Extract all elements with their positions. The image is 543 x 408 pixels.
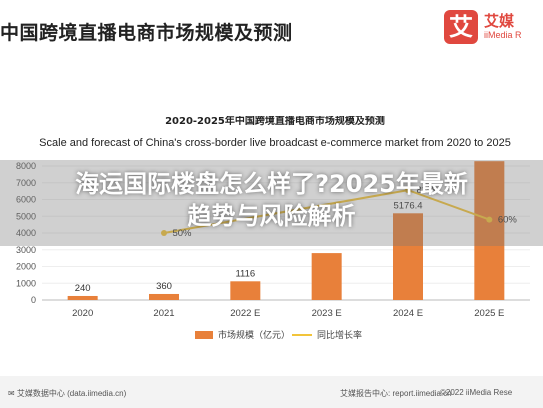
x-tick-label: 2024 E bbox=[393, 308, 423, 319]
bar bbox=[149, 293, 179, 300]
chart-subtitle: Scale and forecast of China's cross-bord… bbox=[39, 137, 511, 149]
footer-source: ✉ 艾媒数据中心 (data.iimedia.cn) bbox=[8, 389, 127, 398]
chart-title: 2020-2025年中国跨境直播电商市场规模及预测 bbox=[165, 116, 385, 127]
x-tick-label: 2025 E bbox=[474, 308, 504, 319]
x-tick-label: 2020 bbox=[72, 308, 93, 319]
bar-value-label: 240 bbox=[75, 283, 91, 294]
footer-copyright: ©2022 iiMedia Rese bbox=[440, 388, 513, 397]
y-tick-label: 5000 bbox=[16, 211, 36, 221]
footer: ✉ 艾媒数据中心 (data.iimedia.cn) 艾媒报告中心: repor… bbox=[0, 376, 543, 408]
overlay-caption: 海运国际楼盘怎么样了?2025年最新 趋势与风险解析 bbox=[0, 168, 543, 232]
page-title: 中国跨境直播电商市场规模及预测 bbox=[0, 22, 293, 44]
overlay-line-2: 趋势与风险解析 bbox=[187, 202, 356, 230]
y-tick-label: 0 bbox=[31, 295, 36, 305]
growth-rate-point bbox=[486, 216, 493, 223]
bar bbox=[393, 213, 423, 300]
legend-label: 同比增长率 bbox=[317, 329, 362, 341]
legend-swatch-bar bbox=[195, 331, 213, 339]
y-tick-label: 2000 bbox=[16, 262, 36, 272]
bar bbox=[67, 295, 98, 300]
bar bbox=[230, 281, 261, 300]
brand-logo: 艾 艾媒 iiMedia R bbox=[444, 8, 543, 48]
y-tick-label: 1000 bbox=[16, 278, 36, 288]
x-tick-label: 2022 E bbox=[230, 308, 260, 319]
x-tick-label: 2023 E bbox=[312, 308, 342, 319]
x-tick-label: 2021 bbox=[153, 308, 174, 319]
chart-card: 2020-2025年中国跨境直播电商市场规模及预测 Scale and fore… bbox=[0, 58, 543, 378]
bar-value-label: 360 bbox=[156, 281, 172, 292]
logo-mark: 艾 bbox=[444, 10, 478, 44]
growth-rate-label: 82% bbox=[416, 185, 436, 196]
y-tick-label: 8000 bbox=[16, 161, 36, 171]
legend-label: 市场规模（亿元） bbox=[218, 329, 290, 341]
bar-value-label: 5176.4 bbox=[393, 200, 422, 211]
overlay-band bbox=[0, 160, 543, 246]
y-tick-label: 3000 bbox=[16, 245, 36, 255]
growth-rate-label: 50% bbox=[172, 228, 192, 239]
chart-header: 2020-2025年中国跨境直播电商市场规模及预测 Scale and fore… bbox=[39, 116, 511, 149]
logo-name: 艾媒 bbox=[484, 12, 515, 30]
growth-rate-label: 60% bbox=[498, 215, 518, 226]
bar bbox=[311, 253, 342, 300]
bar bbox=[474, 161, 505, 300]
bar-value-label: 1116 bbox=[235, 268, 255, 279]
growth-rate-point bbox=[405, 187, 411, 194]
growth-rate-point bbox=[161, 230, 167, 236]
y-tick-label: 7000 bbox=[16, 178, 36, 188]
logo-subtitle: iiMedia R bbox=[484, 30, 522, 40]
footer-website: 艾媒报告中心: report.iimedia.cn bbox=[340, 389, 452, 398]
y-tick-label: 6000 bbox=[16, 195, 36, 205]
y-tick-label: 4000 bbox=[16, 228, 36, 238]
overlay-line-1: 海运国际楼盘怎么样了?2025年最新 bbox=[75, 170, 468, 198]
bar-line-chart: 0 1000 2000 3000 4000 5000 6000 7000 8000 240 360 1… bbox=[16, 161, 530, 341]
